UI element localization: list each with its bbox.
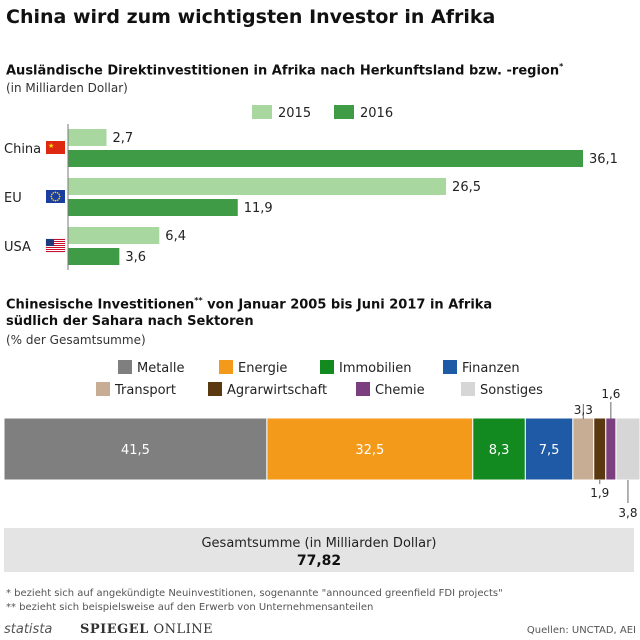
total-box [4,528,634,572]
total-label: Gesamtsumme (in Milliarden Dollar) [201,536,436,551]
legend-swatch-2015 [252,105,272,119]
legend-label-energie: Energie [238,361,287,376]
bar-label-usa-2015: 6,4 [165,229,186,244]
bar-usa-2015 [68,227,160,244]
legend-swatch-finanzen [443,360,457,374]
legend-label-transport: Transport [114,383,176,398]
segment-sonstiges [615,417,640,481]
footnote-2: ** bezieht sich beispielsweise auf den E… [6,602,374,613]
bar-label-usa-2016: 3,6 [125,250,146,265]
segment-transport [572,417,595,481]
statista-logo[interactable]: statista [4,622,53,637]
segment-label-immobilien: 8,3 [489,443,510,458]
legend-swatch-chemie [356,382,370,396]
category-label-eu: EU [4,191,22,206]
segment-label-energie: 32,5 [355,443,384,458]
legend-swatch-sonstiges [461,382,475,396]
segment-chemie [605,417,617,481]
category-label-china: China [4,142,41,157]
segment-label-sonstiges: 3,8 [618,506,637,520]
total-value: 77,82 [297,553,341,569]
bar-eu-2015 [68,178,447,195]
legend-label-2015: 2015 [278,106,311,121]
legend-label-2016: 2016 [360,106,393,121]
legend-swatch-2016 [334,105,354,119]
segment-label-chemie: 1,6 [601,387,620,401]
segment-agrarwirtschaft [593,417,607,481]
fdi-bar-chart: 2015 2016 2,7 36,1 China 26,5 11,9 EU 6,4 3,6 USA ★ [4,105,618,270]
chart2-title-line2: südlich der Sahara nach Sektoren [6,314,254,329]
chart1-title-marker: * [559,62,564,71]
bar-label-eu-2016: 11,9 [244,201,273,216]
segment-metalle [3,417,268,481]
chart2-unit: (% der Gesamtsumme) [6,333,146,347]
flag-usa-icon [45,238,66,253]
chart1-unit: (in Milliarden Dollar) [6,81,128,95]
category-label-usa: USA [4,240,31,255]
segment-label-metalle: 41,5 [121,443,150,458]
legend-swatch-agrarwirtschaft [208,382,222,396]
flag-china-icon: ★ [46,141,65,154]
spiegel-logo-rest: ONLINE [148,622,214,637]
bar-usa-2016 [68,248,120,265]
bar-label-china-2016: 36,1 [589,152,618,167]
spiegel-online-logo[interactable]: SPIEGEL ONLINE [80,622,213,637]
chart2-title-line1: Chinesische Investitionen** von Januar 2… [6,296,492,312]
segment-label-transport: 3,3 [574,403,593,417]
sources-text: Quellen: UNCTAD, AEI [526,625,636,636]
segment-finanzen [524,417,574,481]
chart2-title-rest: von Januar 2005 bis Juni 2017 in Afrika [202,297,493,313]
bar-eu-2016 [68,199,238,216]
chart1-title-text: Ausländische Direktinvestitionen in Afri… [6,63,560,79]
spiegel-logo-bold: SPIEGEL [80,622,149,637]
footnote-1: * bezieht sich auf angekündigte Neuinves… [6,588,503,599]
legend-label-finanzen: Finanzen [462,361,520,376]
legend-label-sonstiges: Sonstiges [480,383,543,398]
legend-swatch-metalle [118,360,132,374]
chart2-title-text: Chinesische Investitionen [6,297,195,313]
legend-swatch-transport [96,382,110,396]
bar-china-2015 [68,129,107,146]
bar-label-china-2015: 2,7 [113,131,134,146]
legend-swatch-immobilien [320,360,334,374]
bar-label-eu-2015: 26,5 [452,180,481,195]
chart2-title-marker: ** [194,296,203,305]
segment-energie [266,417,474,481]
bar-china-2016 [68,150,583,167]
svg-text:★: ★ [48,142,54,150]
footer-bar: statista SPIEGEL ONLINE Quellen: UNCTAD,… [0,620,640,640]
legend-swatch-energie [219,360,233,374]
segment-label-finanzen: 7,5 [539,443,560,458]
legend-label-metalle: Metalle [137,361,185,376]
legend-label-agrarwirtschaft: Agrarwirtschaft [227,383,327,398]
flag-eu-icon [46,190,65,203]
page-title: China wird zum wichtigsten Investor in A… [6,6,496,28]
chart1-title: Ausländische Direktinvestitionen in Afri… [6,62,563,78]
segment-immobilien [472,417,526,481]
legend-label-immobilien: Immobilien [339,361,411,376]
legend-label-chemie: Chemie [375,383,425,398]
segment-label-agrarwirtschaft: 1,9 [590,486,609,500]
